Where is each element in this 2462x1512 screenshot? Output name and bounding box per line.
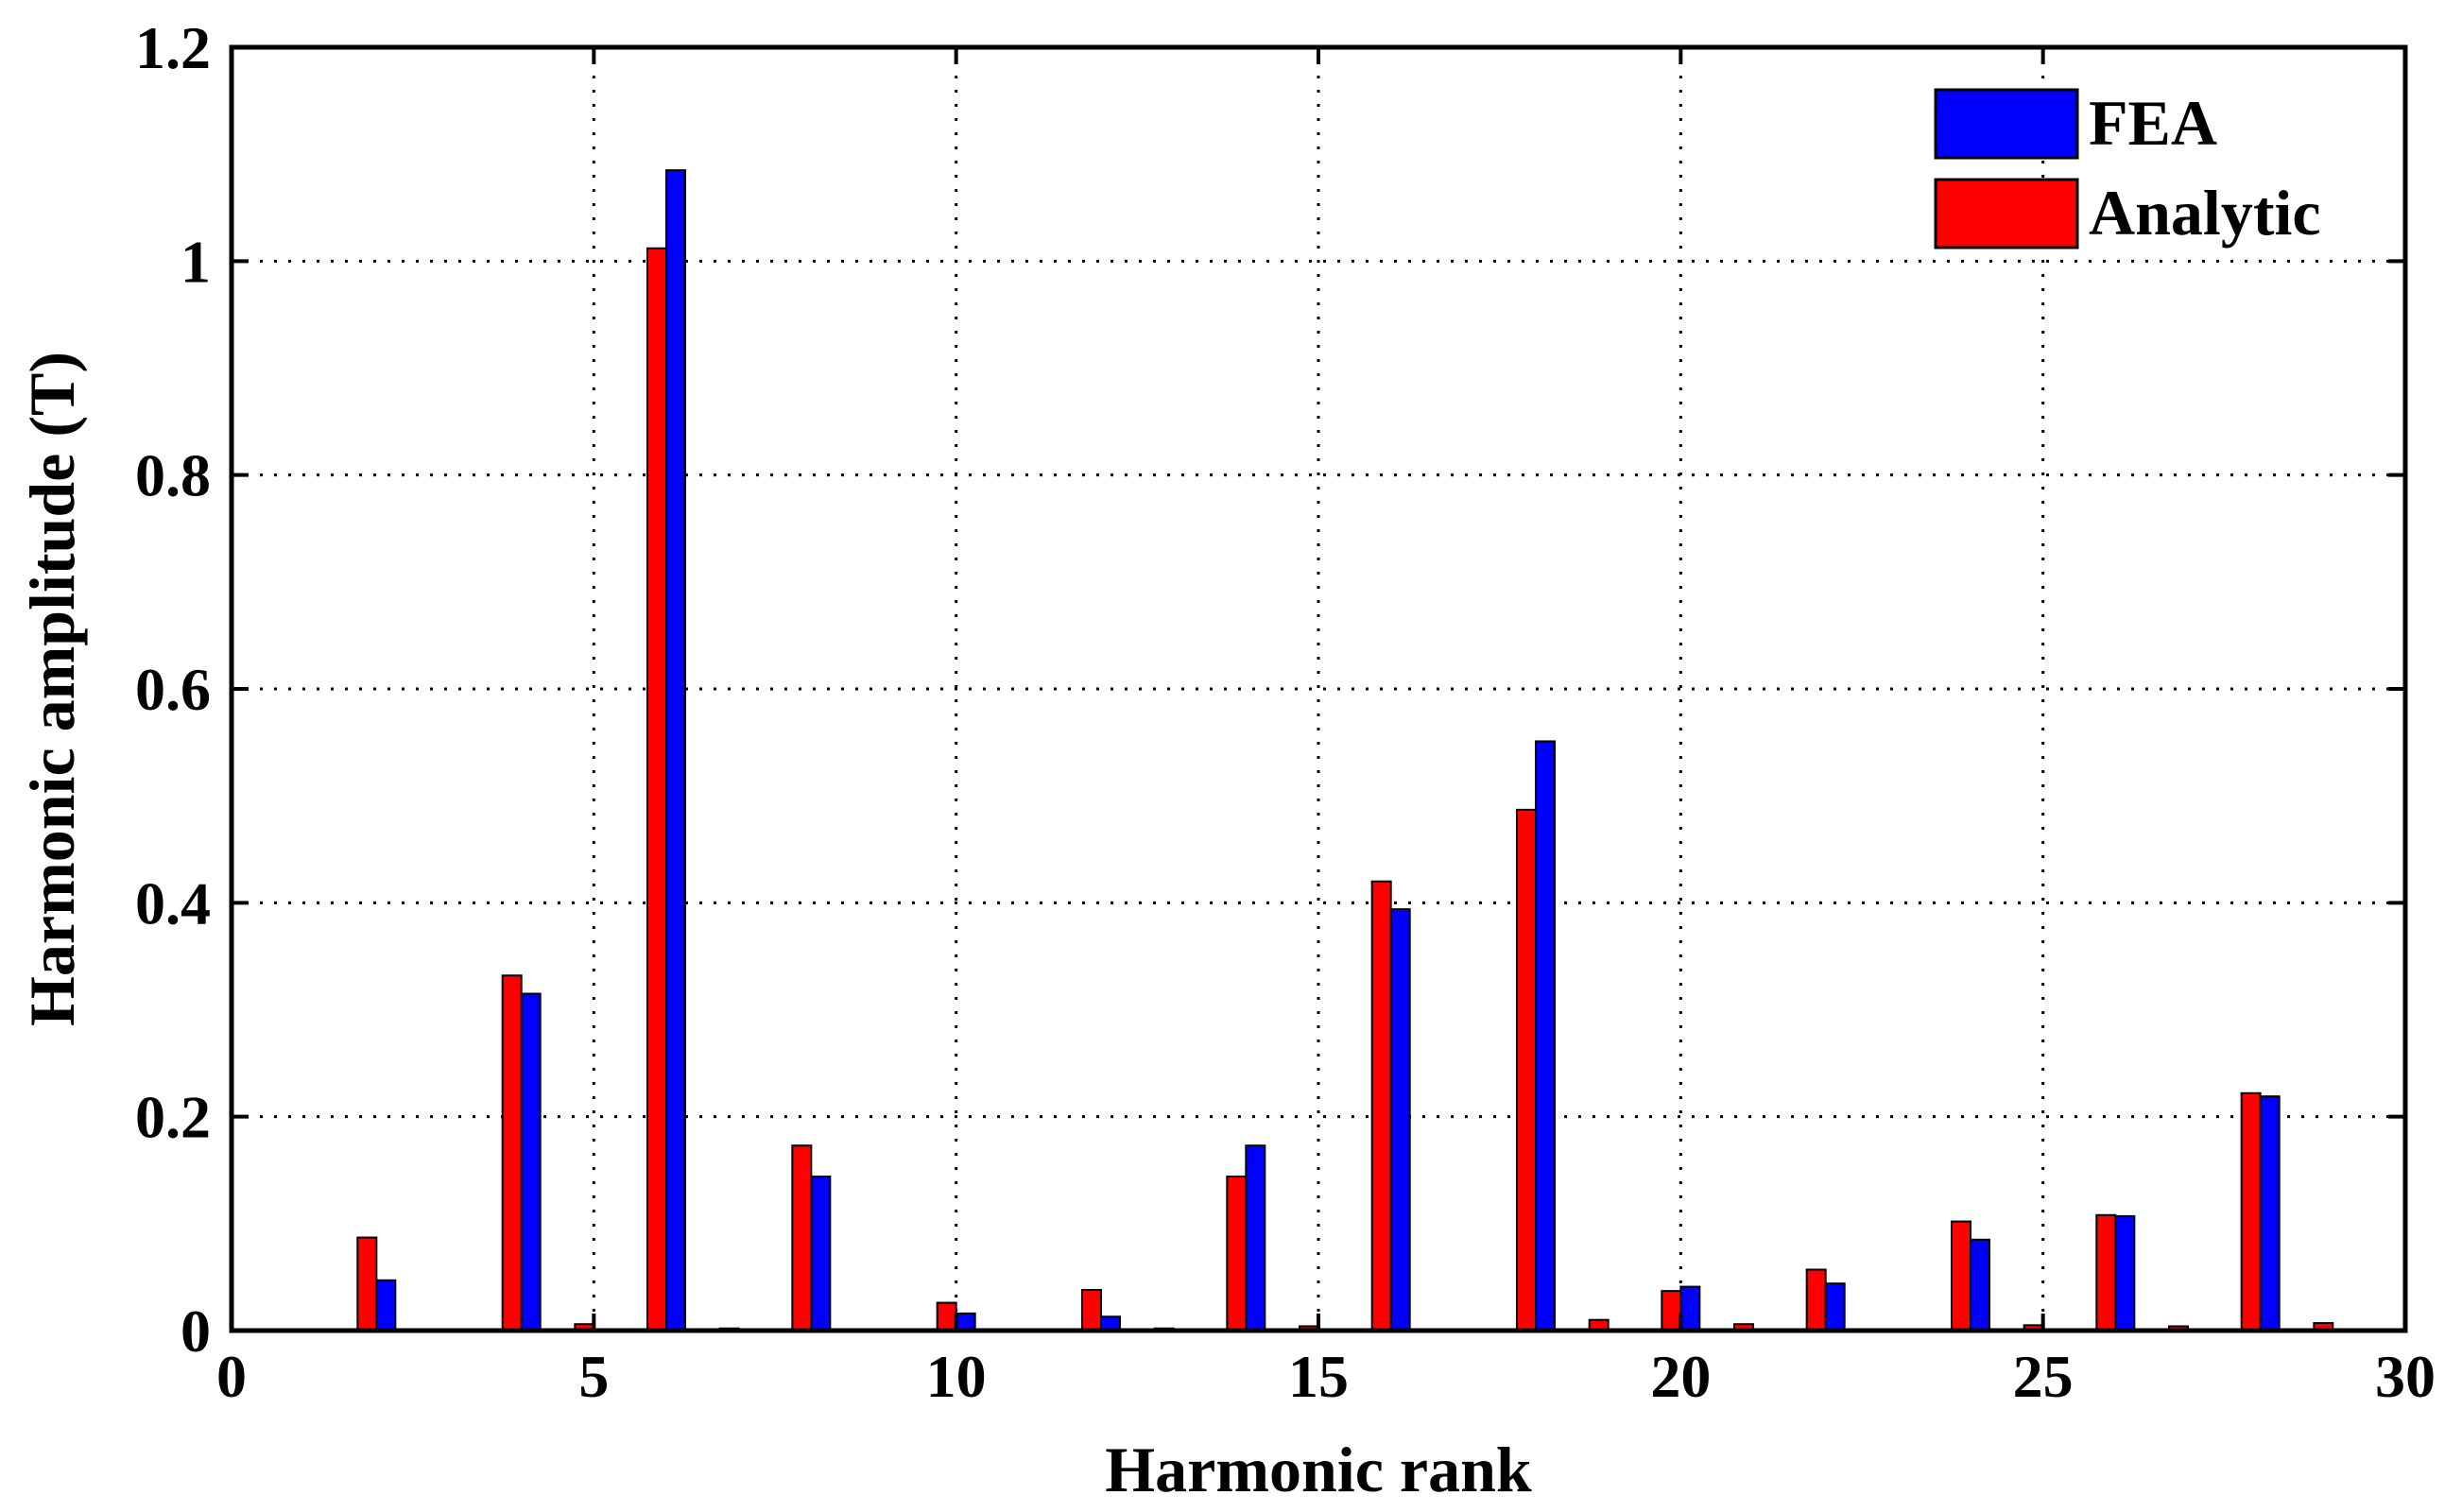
legend: FEA Analytic [1934, 87, 2321, 249]
bar-analytic-26 [2095, 1213, 2117, 1332]
y-tick-label: 0.8 [135, 442, 211, 509]
bar-fea-2 [375, 1279, 397, 1332]
y-tick-label: 0.6 [135, 656, 211, 723]
bar-analytic-16 [1370, 880, 1392, 1332]
legend-swatch-analytic [1934, 178, 2079, 249]
y-tick-labels: 0 0.2 0.4 0.6 0.8 1 1.2 [135, 14, 211, 1365]
bar-fea-22 [1824, 1282, 1846, 1332]
bar-analytic-28 [2240, 1091, 2262, 1332]
x-tick-label: 15 [1288, 1343, 1349, 1410]
y-tick-label: 0.2 [135, 1084, 211, 1151]
bar-fea-28 [2259, 1095, 2281, 1332]
bar-fea-26 [2114, 1214, 2136, 1332]
bar-fea-16 [1389, 908, 1411, 1332]
bar-fea-18 [1535, 740, 1556, 1332]
bar-analytic-8 [791, 1144, 813, 1332]
bar-fea-8 [810, 1176, 832, 1332]
y-tick-label: 0 [181, 1297, 211, 1365]
bar-analytic-14 [1226, 1176, 1248, 1332]
x-tick-label: 10 [926, 1343, 987, 1410]
legend-label-analytic: Analytic [2089, 177, 2321, 249]
bar-analytic-12 [1081, 1288, 1102, 1332]
bar-analytic-20 [1661, 1290, 1682, 1332]
y-tick-label: 1.2 [135, 14, 211, 81]
y-tick-label: 1 [181, 228, 211, 295]
bar-fea-6 [665, 169, 686, 1332]
bars [356, 169, 2334, 1332]
x-tick-label: 20 [1650, 1343, 1711, 1410]
bar-fea-4 [520, 992, 542, 1332]
x-tick-label: 30 [2375, 1343, 2436, 1410]
bar-fea-10 [955, 1312, 976, 1332]
bar-fea-20 [1679, 1285, 1701, 1332]
x-tick-labels: 0 5 10 15 20 25 30 [216, 1343, 2436, 1410]
bar-analytic-10 [936, 1301, 957, 1332]
y-tick-label: 0.4 [135, 869, 211, 936]
legend-label-fea: FEA [2089, 87, 2217, 159]
x-tick-label: 5 [578, 1343, 609, 1410]
y-axis-label: Harmonic amplitude (T) [16, 352, 88, 1026]
axis-ticks [230, 45, 2407, 1332]
x-axis-label: Harmonic rank [1105, 1434, 1532, 1505]
bar-analytic-6 [646, 247, 667, 1332]
x-tick-label: 25 [2013, 1343, 2074, 1410]
bar-analytic-18 [1516, 808, 1537, 1332]
bar-analytic-4 [501, 974, 523, 1332]
legend-swatch-fea [1934, 88, 2079, 160]
bar-fea-14 [1245, 1144, 1266, 1332]
bar-analytic-22 [1805, 1268, 1827, 1332]
bar-fea-24 [1970, 1238, 1990, 1332]
bar-analytic-24 [1951, 1220, 1971, 1332]
bar-analytic-2 [356, 1236, 378, 1332]
grid-lines [232, 47, 2405, 1331]
x-tick-label: 0 [216, 1343, 247, 1410]
